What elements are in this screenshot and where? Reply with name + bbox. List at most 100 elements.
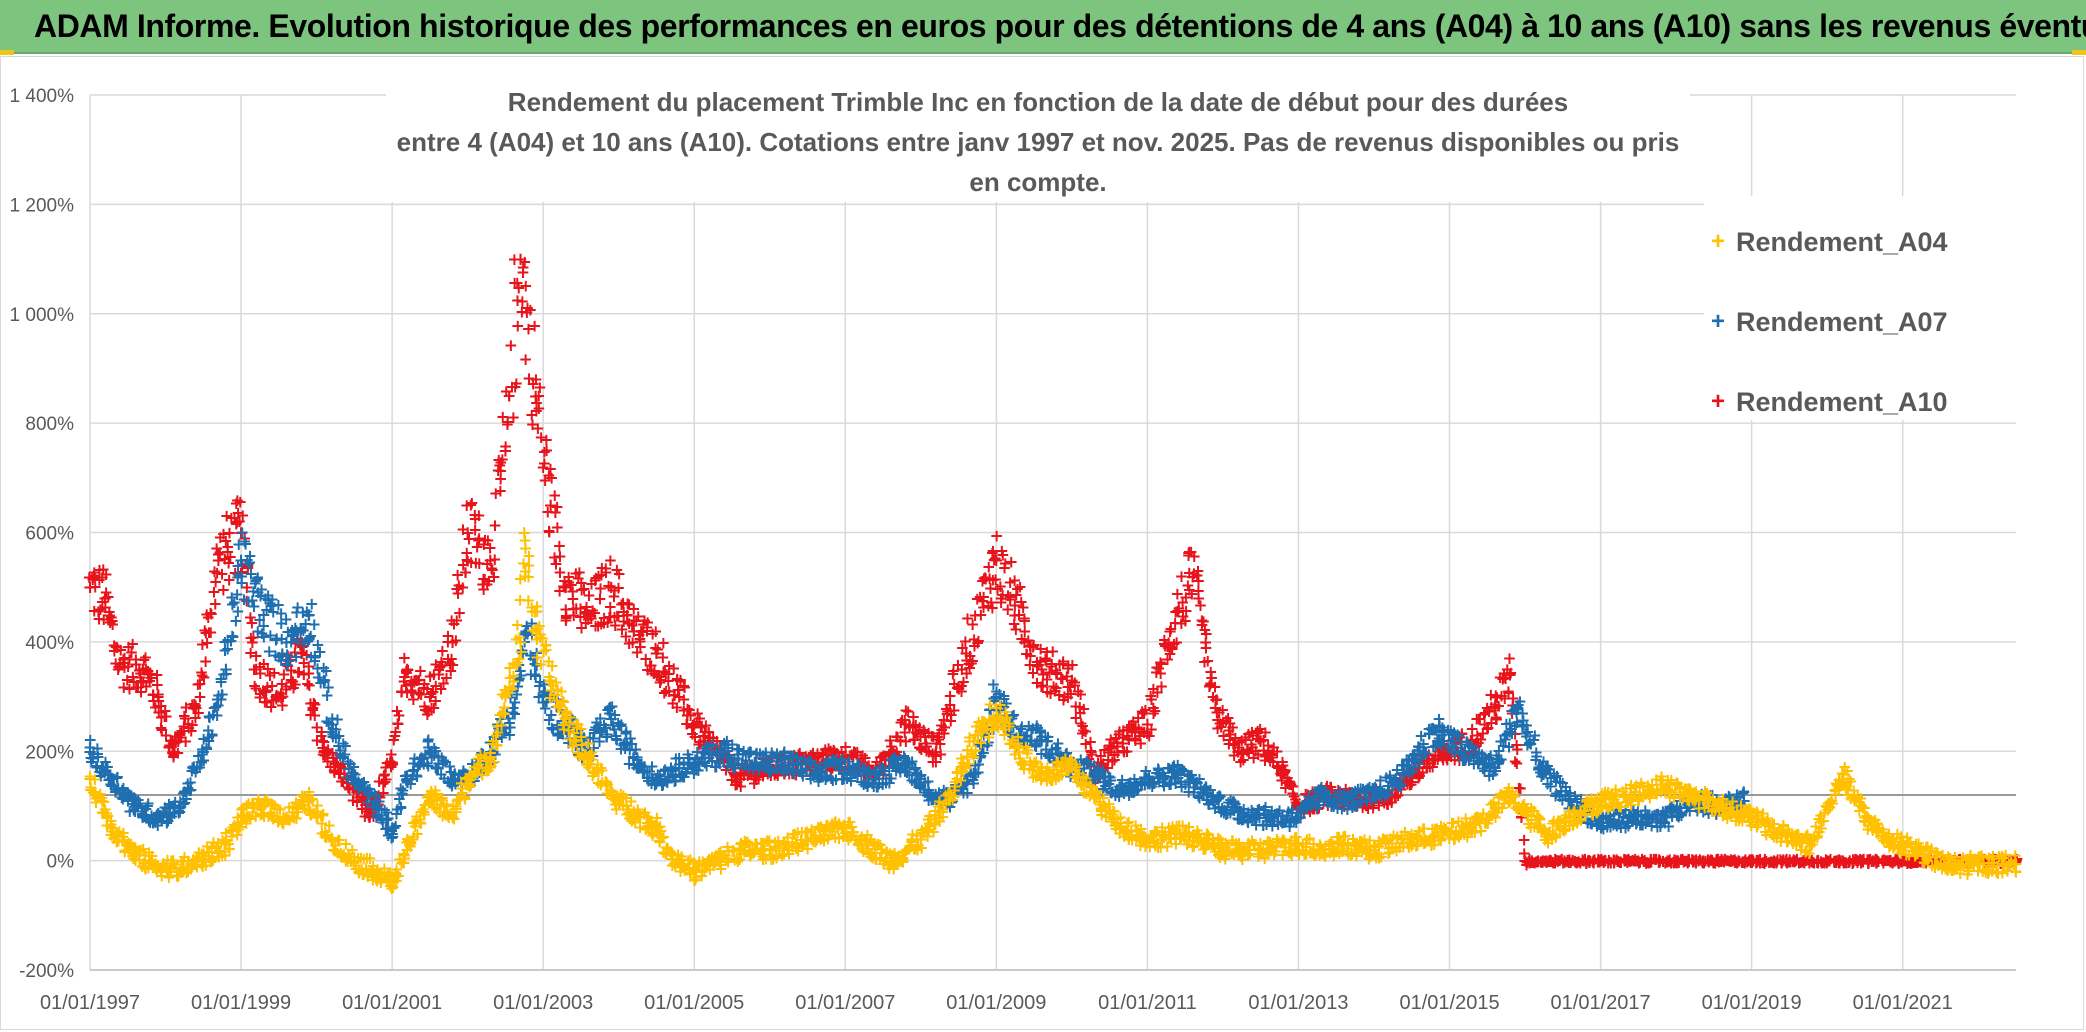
data-point: + (947, 701, 961, 721)
data-point: + (550, 498, 564, 518)
y-tick-label: 1 200% (10, 195, 75, 216)
data-point: + (527, 317, 541, 337)
data-point: + (1140, 714, 1155, 735)
data-point: + (800, 752, 815, 773)
x-tick-label: 01/01/1997 (40, 992, 140, 1014)
x-tick-label: 01/01/2009 (946, 992, 1046, 1014)
x-tick-label: 01/01/1999 (191, 992, 291, 1014)
data-point: + (317, 741, 332, 762)
x-tick-label: 01/01/2019 (1702, 992, 1802, 1014)
data-point: + (971, 633, 985, 653)
data-point: + (649, 643, 664, 664)
data-point: + (1669, 851, 1684, 872)
header-title: ADAM Informe. Evolution historique des p… (34, 8, 2086, 45)
data-point: + (305, 594, 319, 614)
y-tick-label: 600% (25, 524, 74, 545)
series-rendement-a04: + + + + + + + + + + + + + + + + + + + + + + + + + + + + + + + + + + + + + + + +… (82, 523, 2023, 900)
data-point: + (234, 523, 249, 544)
data-point: + (604, 577, 619, 598)
data-point: + (528, 386, 543, 407)
data-point: + (552, 536, 566, 556)
data-point: + (1820, 851, 1835, 872)
data-point: + (672, 687, 687, 708)
data-point: + (472, 506, 486, 526)
data-point: + (1502, 665, 1517, 686)
data-point: + (113, 654, 128, 675)
data-points: + + + + + + + + + + + + + + + + + + + + + + + + + + + + + + + + + + + + + + + +… (82, 249, 2024, 899)
y-tick-label: 400% (25, 633, 74, 654)
data-point: + (732, 769, 747, 790)
data-point: + (1465, 730, 1480, 751)
data-point: + (488, 516, 502, 536)
data-point: + (339, 769, 354, 790)
data-point: + (159, 707, 173, 727)
corner-accent-left (0, 50, 14, 55)
data-point: + (838, 747, 853, 768)
data-point: + (1442, 741, 1457, 762)
y-tick-label: -200% (19, 961, 74, 982)
data-point: + (581, 605, 596, 626)
data-point: + (211, 550, 226, 571)
data-point: + (204, 623, 218, 643)
y-tick-label: 800% (25, 414, 74, 435)
data-point: + (709, 741, 724, 762)
y-tick-label: 0% (47, 852, 75, 873)
data-point: + (626, 621, 641, 642)
data-point: + (166, 741, 181, 762)
y-tick-label: 200% (25, 742, 74, 763)
series-rendement-a10: + + + + + + + + + + + + + + + + + + + + + + + + + + + + + + + + + + + + + + + +… (82, 249, 2024, 875)
data-point: + (445, 632, 460, 653)
data-point: + (2008, 851, 2023, 872)
data-point: + (215, 685, 229, 705)
data-point: + (543, 495, 558, 516)
data-point: + (1163, 621, 1178, 642)
data-point: + (294, 643, 309, 664)
data-point: + (1487, 698, 1502, 719)
data-point: + (1382, 785, 1397, 806)
data-point: + (505, 679, 519, 699)
data-point: + (687, 714, 702, 735)
data-point: + (512, 649, 526, 669)
chart-grid (89, 94, 2016, 971)
data-point: + (1321, 785, 1336, 806)
data-point: + (762, 758, 777, 779)
data-point: + (1170, 633, 1184, 653)
data-point: + (1291, 796, 1306, 817)
data-point: + (498, 440, 513, 461)
x-tick-label: 01/01/2005 (644, 992, 744, 1014)
data-point: + (1895, 851, 1910, 872)
data-point: + (400, 659, 415, 680)
data-point: + (1064, 670, 1079, 691)
data-point: + (1110, 736, 1125, 757)
x-tick-label: 01/01/2021 (1853, 992, 1953, 1014)
data-point: + (498, 437, 512, 457)
data-point: + (205, 726, 219, 746)
data-point: + (522, 556, 536, 576)
corner-accent-right (2072, 50, 2086, 55)
data-point: + (249, 659, 264, 680)
data-point: + (1178, 612, 1192, 632)
data-point: + (928, 741, 943, 762)
data-point: + (1034, 659, 1049, 680)
data-point: + (532, 399, 546, 419)
data-point: + (483, 550, 498, 571)
data-point: + (1971, 851, 1986, 872)
x-tick-label: 01/01/2017 (1551, 992, 1651, 1014)
data-point: + (82, 577, 97, 598)
data-point: + (1593, 851, 1608, 872)
data-point: + (513, 249, 528, 270)
x-tick-label: 01/01/2007 (795, 992, 895, 1014)
data-point: + (959, 643, 974, 664)
y-tick-label: 1 000% (10, 305, 75, 326)
data-point: + (135, 659, 150, 680)
data-point: + (1276, 763, 1291, 784)
x-tick-label: 01/01/2013 (1248, 992, 1348, 1014)
data-point: + (519, 276, 533, 296)
data-point: + (550, 518, 564, 538)
data-point: + (188, 698, 203, 719)
data-point: + (1208, 698, 1223, 719)
x-tick-label: 01/01/2001 (342, 992, 442, 1014)
data-point: + (105, 615, 119, 635)
data-point: + (271, 687, 286, 708)
